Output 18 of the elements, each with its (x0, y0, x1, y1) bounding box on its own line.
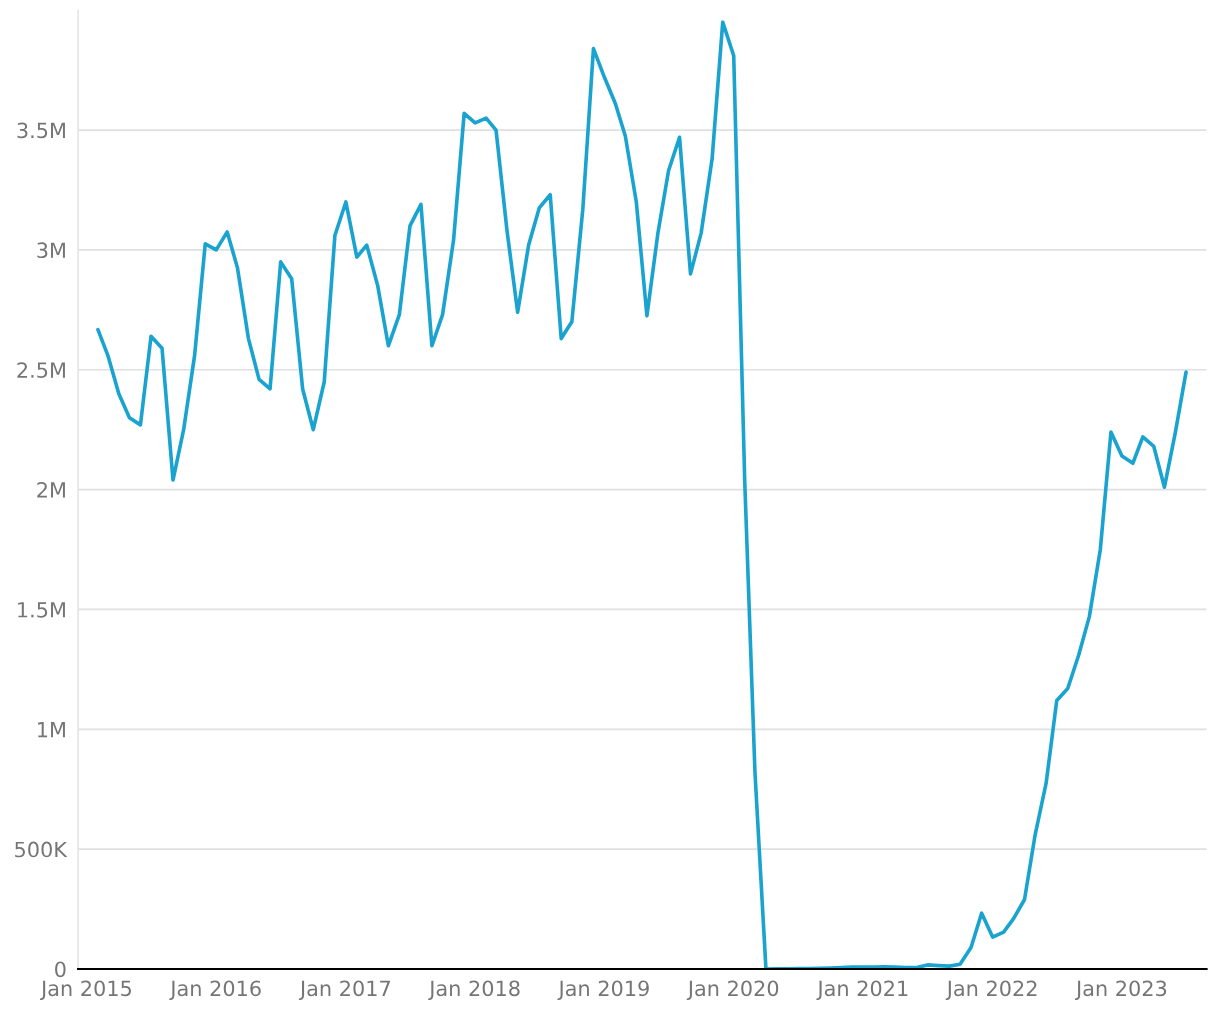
x-tick-label: Jan 2018 (428, 980, 520, 1001)
x-tick-label: Jan 2023 (1074, 980, 1167, 1001)
y-tick-label: 3.5M (17, 122, 65, 139)
y-tick-label: 3M (37, 242, 65, 259)
y-tick-label: 0 (55, 961, 66, 978)
x-tick-label: Jan 2017 (298, 980, 390, 1001)
line-series (96, 20, 1188, 969)
y-tick-label: 500K (15, 841, 68, 858)
x-tick-label: Jan 2019 (557, 980, 649, 1001)
y-tick-label: 1.5M (18, 602, 65, 618)
y-tick-label: 2M (37, 482, 65, 498)
x-tick-label: Jan 2015 (39, 980, 131, 1001)
y-tick-label: 2.5M (17, 362, 65, 378)
x-tick-label: Jan 2022 (945, 980, 1037, 1001)
y-tick-label: 1M (38, 722, 65, 738)
x-tick-label: Jan 2016 (169, 980, 261, 1001)
x-tick-label: Jan 2020 (686, 980, 779, 1001)
x-tick-label: Jan 2021 (816, 980, 908, 1001)
